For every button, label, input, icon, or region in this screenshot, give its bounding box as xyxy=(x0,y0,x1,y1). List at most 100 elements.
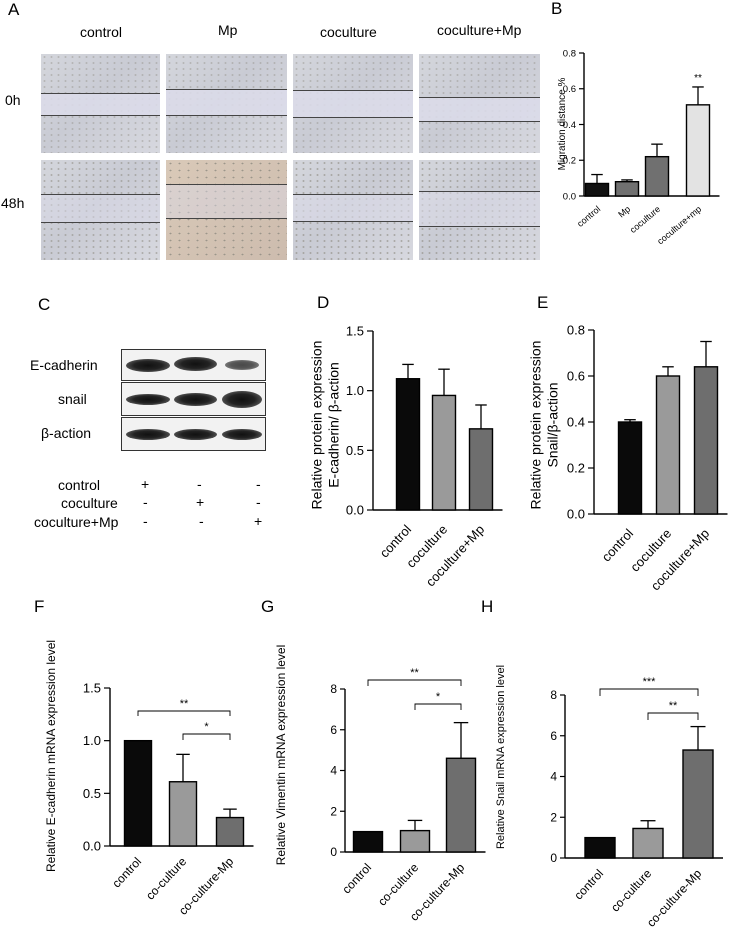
chart-g-y-tick-label: 4 xyxy=(330,764,337,778)
chart-e-bar xyxy=(693,366,719,515)
chart-g-y-tick-label: 2 xyxy=(330,804,337,818)
chart-b-bar xyxy=(685,104,711,197)
chart-e-y-label: Snail/β-action xyxy=(545,382,561,467)
chart-d: D 0.0 0.5 1.0 1.5 Relative protein expression… xyxy=(309,293,503,589)
chart-e-y-label: Relative protein expression xyxy=(528,341,544,510)
panel-letter-f: F xyxy=(34,597,44,616)
chart-g-category-label: control xyxy=(339,860,374,896)
sign-control-lane1: + xyxy=(141,476,150,492)
chart-e-bar xyxy=(655,375,681,515)
chart-h: H 0 2 4 6 8 Relative Snail mRNA expression lev… xyxy=(481,597,723,930)
chart-h-y-tick-label: 8 xyxy=(550,688,557,702)
panel-letter-d: D xyxy=(317,293,329,312)
chart-d-y-tick-label: 1.0 xyxy=(346,383,364,398)
chart-b-y-tick-label: 0.2 xyxy=(563,156,576,167)
chart-g-bar xyxy=(445,757,477,853)
sign-coculture-lane3: - xyxy=(256,494,261,510)
chart-h-y-label: Relative Snail mRNA expression level xyxy=(495,665,507,849)
blot-strip-beta-action xyxy=(121,417,266,451)
micrograph-48h-mp xyxy=(166,160,287,260)
micrograph-48h-coculture-mp xyxy=(419,160,540,260)
sign-control-lane2: - xyxy=(197,476,202,492)
chart-h-bar xyxy=(632,827,664,859)
chart-g-significance-bracket xyxy=(367,679,462,686)
chart-d-y-label: E-cadherin/ β-action xyxy=(326,362,342,488)
chart-h-y-tick-label: 2 xyxy=(550,810,557,824)
chart-f-y-tick-label: 0.0 xyxy=(83,839,101,854)
chart-e-y-tick-label: 0.8 xyxy=(567,323,585,338)
column-label-mp: Mp xyxy=(218,22,238,38)
condition-label-coculture: coculture xyxy=(61,495,118,511)
chart-h-y-tick-label: 6 xyxy=(550,729,557,743)
sign-coculture-mp-lane2: - xyxy=(199,513,204,529)
panel-letter-g: G xyxy=(261,597,274,616)
chart-b: B 0.0 0.2 0.4 0.6 0.8 Migration distance % cont… xyxy=(551,0,720,246)
chart-f-y-label: Relative E-cadherin mRNA expression leve… xyxy=(44,640,58,872)
chart-b-bar xyxy=(614,180,640,197)
chart-g: G 0 2 4 6 8 Relative Vimentin mRNA expression … xyxy=(261,597,486,924)
chart-b-bar xyxy=(644,155,670,197)
chart-g-y-label: Relative Vimentin mRNA expression level xyxy=(274,645,288,866)
chart-b-y-label: Migration distance % xyxy=(557,77,568,170)
chart-h-bar xyxy=(682,749,714,859)
panel-letter-a: A xyxy=(8,0,20,19)
chart-h-category-label: co-culture xyxy=(608,866,654,914)
chart-h-significance: ** xyxy=(669,700,678,712)
chart-d-bar xyxy=(468,428,494,511)
condition-label-control: control xyxy=(58,477,101,493)
chart-g-significance: ** xyxy=(410,667,419,679)
column-label-coculture: coculture xyxy=(320,24,377,40)
chart-g-significance-bracket xyxy=(414,703,462,710)
chart-g-category-label: co-culture xyxy=(375,860,421,908)
chart-g-bar xyxy=(352,830,384,853)
micrograph-48h-coculture xyxy=(293,160,413,260)
chart-b-category-label: coculture+mp xyxy=(655,204,703,247)
chart-d-y-tick-label: 0.5 xyxy=(346,443,364,458)
chart-f-significance: * xyxy=(204,721,209,733)
panel-letter-e: E xyxy=(537,293,548,312)
micrograph-0h-coculture-mp xyxy=(419,54,540,153)
chart-g-y-tick-label: 0 xyxy=(330,845,337,859)
chart-h-bar xyxy=(584,836,616,859)
chart-h-y-tick-label: 0 xyxy=(550,851,557,865)
chart-e-category-label: control xyxy=(599,526,637,565)
chart-f-bar xyxy=(168,781,198,847)
chart-f-bar xyxy=(215,816,245,847)
blot-strip-e-cadherin xyxy=(121,349,266,381)
blot-label-e-cadherin: E-cadherin xyxy=(30,357,98,373)
condition-label-coculture-mp: coculture+Mp xyxy=(34,514,119,530)
column-label-coculture-mp: coculture+Mp xyxy=(437,22,522,38)
chart-b-category-label: control xyxy=(575,204,602,229)
chart-b-y-tick-label: 0.8 xyxy=(563,48,576,59)
chart-e-y-tick-label: 0.6 xyxy=(567,369,585,384)
blot-label-snail: snail xyxy=(58,391,87,407)
chart-e: E 0.0 0.2 0.4 0.6 0.8 Relative protein express… xyxy=(528,293,728,593)
chart-d-y-label: Relative protein expression xyxy=(309,341,325,510)
chart-g-bar xyxy=(399,829,431,853)
chart-b-significance: ** xyxy=(694,73,702,84)
chart-f-bar xyxy=(123,739,153,847)
blot-strip-snail xyxy=(121,382,266,416)
chart-f-y-tick-label: 1.0 xyxy=(83,733,101,748)
micrograph-0h-control xyxy=(41,54,160,153)
chart-e-y-tick-label: 0.0 xyxy=(567,507,585,522)
sign-coculture-mp-lane1: - xyxy=(143,513,148,529)
micrograph-0h-mp xyxy=(166,54,287,153)
chart-b-bar xyxy=(584,182,610,197)
chart-d-y-tick-label: 1.5 xyxy=(346,324,364,339)
chart-e-y-tick-label: 0.2 xyxy=(567,461,585,476)
chart-e-bar xyxy=(617,421,643,515)
sign-coculture-mp-lane3: + xyxy=(254,513,263,529)
column-label-control: control xyxy=(80,24,123,40)
chart-b-category-label: Mp xyxy=(616,204,632,220)
chart-f-category-label: control xyxy=(109,854,144,890)
chart-f-category-label: co-culture xyxy=(143,854,189,902)
sign-coculture-lane2: + xyxy=(196,494,205,510)
chart-h-significance-bracket xyxy=(647,712,699,720)
chart-g-y-tick-label: 6 xyxy=(330,723,337,737)
blot-label-beta-action: β-action xyxy=(41,425,92,441)
sign-coculture-lane1: - xyxy=(143,494,148,510)
chart-h-category-label: control xyxy=(571,866,606,902)
chart-h-significance-bracket xyxy=(599,688,699,696)
